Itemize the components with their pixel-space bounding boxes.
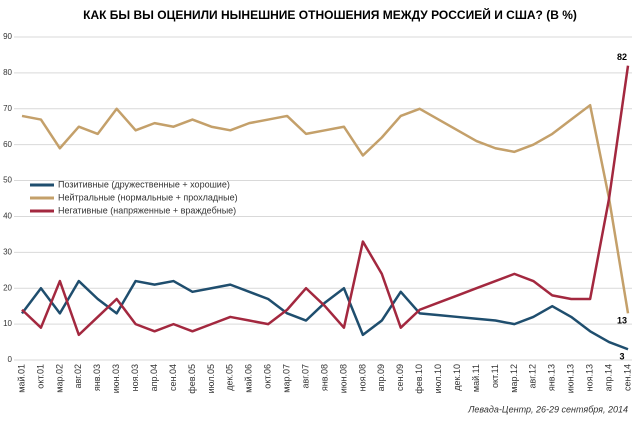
x-tick-label: авг.12 [528, 364, 538, 388]
series-line [21, 103, 630, 314]
source-note: Левада-Центр, 26-29 сентября, 2014 [467, 404, 628, 414]
y-tick-label: 60 [3, 140, 12, 149]
x-tick-label: май.01 [16, 364, 26, 393]
x-tick-label: янв.13 [547, 364, 557, 391]
value-label: 13 [617, 316, 627, 326]
x-tick-label: окт.06 [263, 364, 273, 389]
legend-label: Нейтральные (нормальные + прохладные) [58, 192, 238, 202]
x-tick-label: апр.04 [149, 364, 159, 391]
x-tick-label: янв.08 [319, 364, 329, 391]
x-tick-label: июл.05 [206, 364, 216, 393]
x-tick-label: апр.14 [603, 364, 613, 391]
x-tick-label: дек.10 [452, 364, 462, 391]
y-tick-label: 70 [3, 104, 12, 113]
y-tick-label: 0 [8, 355, 13, 364]
y-tick-label: 40 [3, 212, 12, 221]
x-tick-label: мар.02 [54, 364, 64, 393]
y-tick-label: 90 [3, 32, 12, 41]
x-tick-label: июн.13 [566, 364, 576, 393]
legend-label: Позитивные (дружественные + хорошие) [58, 179, 230, 189]
x-tick-label: апр.09 [376, 364, 386, 391]
x-tick-label: сен.14 [622, 364, 632, 391]
x-tick-label: сен.04 [168, 364, 178, 391]
value-label: 3 [619, 352, 624, 362]
x-tick-label: июн.03 [111, 364, 121, 393]
x-tick-label: фев.05 [187, 364, 197, 394]
chart-title: КАК БЫ ВЫ ОЦЕНИЛИ НЫНЕШНИЕ ОТНОШЕНИЯ МЕЖ… [83, 7, 577, 22]
y-tick-label: 80 [3, 68, 12, 77]
x-tick-label: авг.02 [73, 364, 83, 388]
x-tick-label: окт.01 [35, 364, 45, 389]
x-tick-label: май.11 [471, 364, 481, 392]
x-tick-label: май.06 [244, 364, 254, 393]
value-label: 82 [617, 52, 627, 62]
x-tick-label: дек.05 [225, 364, 235, 391]
x-tick-label: ноя.08 [357, 364, 367, 391]
series-line [21, 65, 630, 337]
x-tick-label: авг.07 [300, 364, 310, 388]
x-tick-label: мар.12 [509, 364, 519, 393]
y-tick-label: 30 [3, 247, 12, 256]
y-tick-label: 20 [3, 283, 12, 292]
x-tick-label: сен.09 [395, 364, 405, 391]
x-tick-label: фев.10 [414, 364, 424, 394]
x-tick-label: окт.11 [490, 364, 500, 388]
x-tick-label: мар.07 [282, 364, 292, 393]
x-tick-label: июн.08 [338, 364, 348, 393]
y-tick-label: 10 [3, 319, 12, 328]
series-line [21, 279, 629, 351]
x-tick-label: июл.10 [433, 364, 443, 393]
y-tick-label: 50 [3, 176, 12, 185]
x-tick-label: ноя.03 [130, 364, 140, 391]
legend-label: Негативные (напряженные + враждебные) [58, 205, 236, 215]
x-tick-label: ноя.13 [585, 364, 595, 391]
x-tick-label: янв.03 [92, 364, 102, 391]
